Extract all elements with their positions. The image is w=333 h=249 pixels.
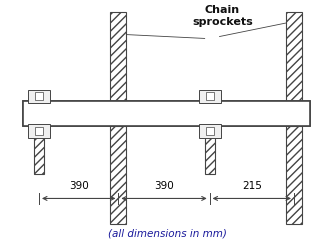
Bar (23, 101, 310, 126)
Text: 390: 390 (69, 181, 89, 191)
Bar (205, 93, 214, 101)
Bar (28, 90, 50, 103)
Bar (111, 12, 126, 225)
Text: 215: 215 (242, 181, 262, 191)
Bar (34, 93, 44, 101)
Text: (all dimensions in mm): (all dimensions in mm) (108, 229, 226, 239)
Bar (286, 12, 302, 225)
Bar (34, 126, 44, 174)
Bar (23, 101, 310, 126)
Bar (206, 127, 213, 135)
Bar (28, 124, 50, 138)
Bar (199, 90, 220, 103)
Text: Chain
sprockets: Chain sprockets (192, 5, 253, 27)
Bar (205, 126, 214, 174)
Bar (111, 101, 126, 126)
Bar (206, 92, 213, 100)
Bar (199, 124, 220, 138)
Text: 390: 390 (154, 181, 174, 191)
Bar (286, 101, 302, 126)
Bar (35, 92, 43, 100)
Bar (35, 127, 43, 135)
